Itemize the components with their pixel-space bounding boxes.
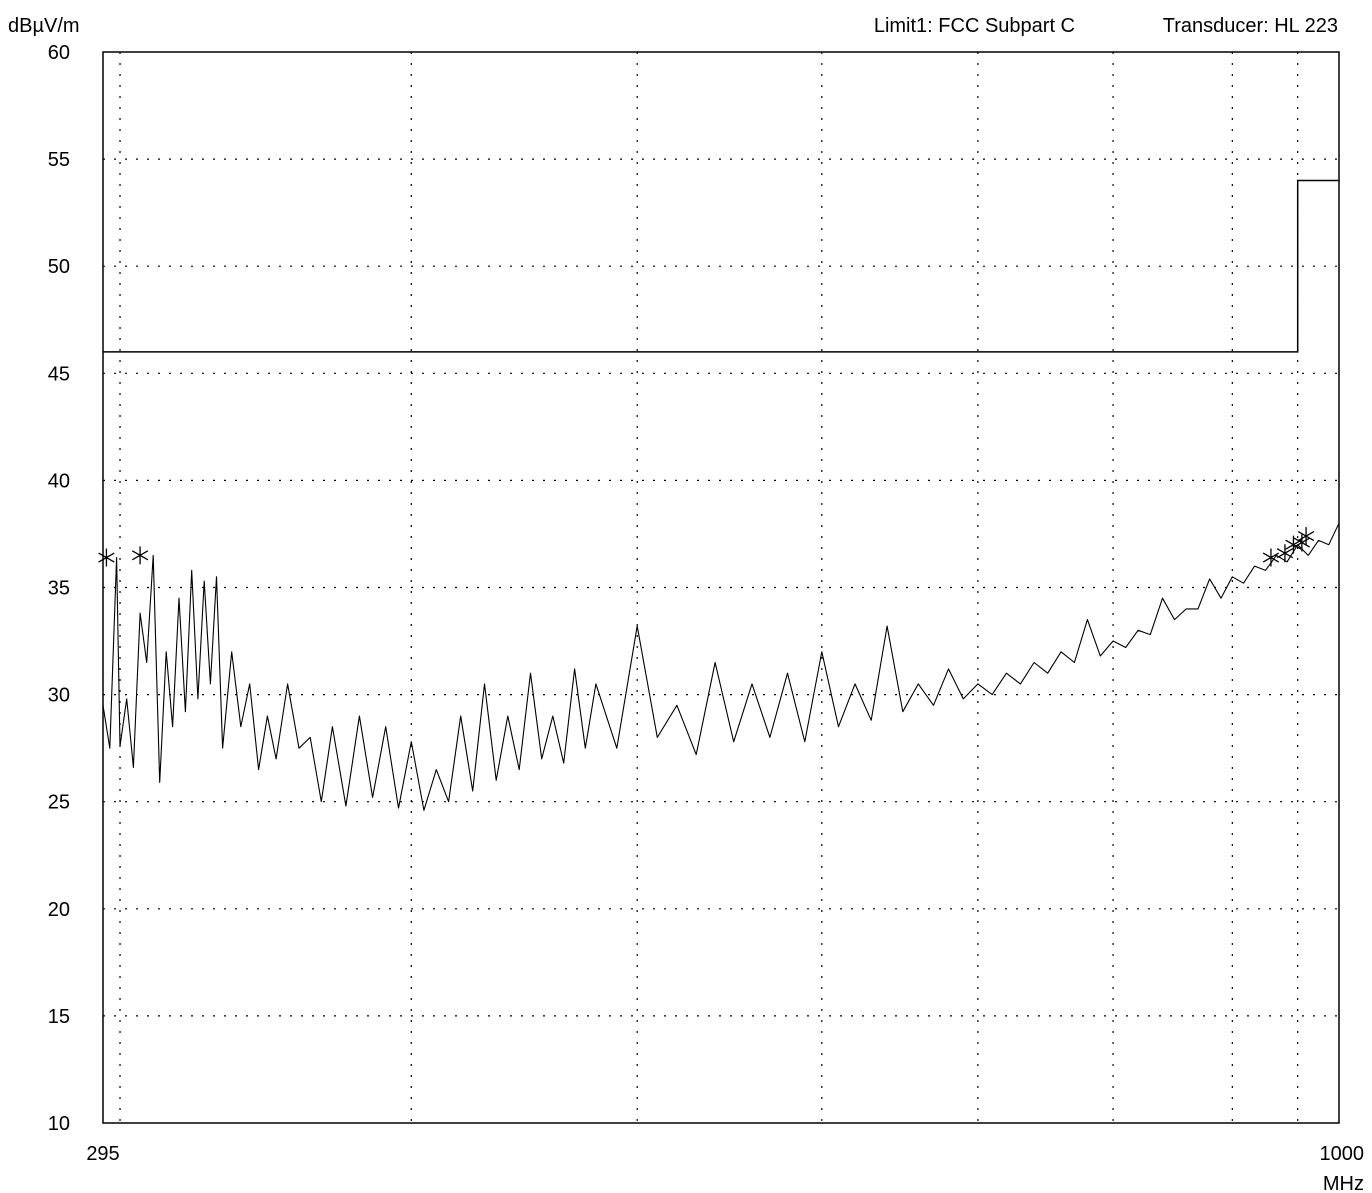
transducer-label: Transducer: HL 223 [1163, 15, 1338, 37]
peak-marker [1276, 544, 1294, 563]
series-layer [98, 179, 1340, 811]
peak-marker [1262, 548, 1280, 567]
peak-marker [1293, 533, 1311, 552]
y-tick-label: 20 [48, 899, 70, 921]
peak-marker [1285, 535, 1302, 554]
y-tick-label: 60 [48, 42, 70, 64]
y-tick-label: 25 [48, 792, 70, 814]
y-tick-label: 50 [48, 256, 70, 278]
y-tick-label: 35 [48, 578, 70, 600]
y-tick-label: 10 [48, 1113, 70, 1135]
limit-label: Limit1: FCC Subpart C [874, 15, 1075, 37]
y-tick-label: 40 [48, 470, 70, 492]
peak-marker [131, 546, 149, 565]
x-tick-label: 295 [86, 1143, 119, 1165]
limit-line [103, 179, 1339, 353]
y-tick-label: 15 [48, 1006, 70, 1028]
peak-marker [1297, 527, 1315, 546]
y-axis-label: dBµV/m [8, 15, 80, 37]
y-tick-label: 30 [48, 685, 70, 707]
grid-layer [103, 52, 1339, 1123]
plot-frame [102, 51, 1340, 1124]
y-tick-label: 55 [48, 149, 70, 171]
measurement-trace [102, 522, 1340, 811]
x-tick-label: 1000 [1320, 1143, 1365, 1165]
x-axis-unit: MHz [1323, 1173, 1364, 1193]
tick-labels: 10 15 20 25 30 35 40 45 50 55 60 295 1000 [48, 42, 1364, 1165]
peak-marker [98, 548, 115, 567]
y-tick-label: 45 [48, 363, 70, 385]
